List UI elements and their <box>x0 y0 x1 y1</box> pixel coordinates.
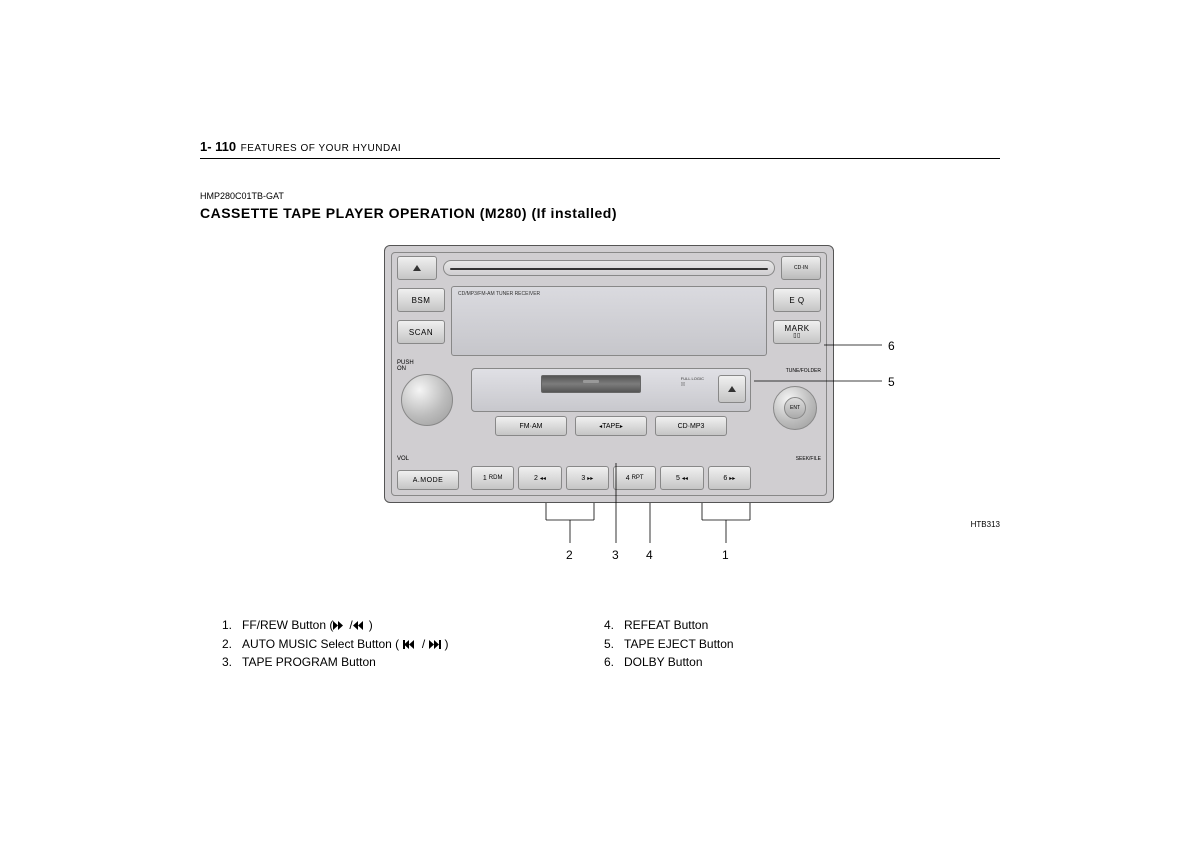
display-label: CD/MP3/FM-AM TUNER RECEIVER <box>458 291 540 297</box>
cd-mp3-button: CD·MP3 <box>655 416 727 436</box>
eject-icon <box>413 265 421 271</box>
legend-item-3: 3. TAPE PROGRAM Button <box>218 653 449 672</box>
preset-row: 1 RDM 2 ◂◂ 3 ▸▸ 4 RPT 5 ◂◂ 6 ▸▸ <box>471 466 751 490</box>
legend-item-1: 1. FF/REW Button (/) <box>218 616 449 635</box>
preset-6: 6 ▸▸ <box>708 466 751 490</box>
cassette-door <box>541 375 641 393</box>
ff-icon <box>333 618 349 632</box>
cd-slot <box>443 260 775 276</box>
next-track-icon <box>429 637 445 651</box>
page-number: 1- 110 <box>200 139 236 154</box>
seek-label: SEEK/FILE <box>796 456 821 462</box>
vol-label: VOL <box>397 456 409 462</box>
preset-2: 2 ◂◂ <box>518 466 561 490</box>
eq-button: E Q <box>773 288 821 312</box>
source-row: FM·AM ◂TAPE▸ CD·MP3 <box>471 416 751 440</box>
callout-2: 2 <box>566 548 573 562</box>
preset-3: 3 ▸▸ <box>566 466 609 490</box>
prev-track-icon <box>403 637 419 651</box>
callout-6: 6 <box>888 339 895 353</box>
callout-3: 3 <box>612 548 619 562</box>
tape-button: ◂TAPE▸ <box>575 416 647 436</box>
legend-left: 1. FF/REW Button (/) 2. AUTO MUSIC Selec… <box>218 616 449 672</box>
cassette-deck: FULL LOGIC▯▯ <box>471 368 751 412</box>
page-header: 1- 110 FEATURES OF YOUR HYUNDAI <box>200 138 1000 159</box>
mark-button: MARK ▯▯ <box>773 320 821 344</box>
volume-knob <box>401 374 453 426</box>
eject-icon <box>728 386 736 392</box>
amode-button: A.MODE <box>397 470 459 490</box>
legend-item-2: 2. AUTO MUSIC Select Button ( / ) <box>218 635 449 654</box>
section-name: FEATURES OF YOUR HYUNDAI <box>241 143 402 154</box>
rew-icon <box>353 618 369 632</box>
preset-1: 1 RDM <box>471 466 514 490</box>
cassette-tab <box>583 380 599 383</box>
callout-1: 1 <box>722 548 729 562</box>
cd-eject-button <box>397 256 437 280</box>
mark-label: MARK <box>784 325 809 333</box>
tape-eject-button <box>718 375 746 403</box>
stereo-diagram: CD·IN BSM SCAN E Q MARK ▯▯ CD/MP3/FM-AM … <box>384 245 834 503</box>
push-on-label: PUSH ON <box>397 360 414 372</box>
doc-title: CASSETTE TAPE PLAYER OPERATION (M280) (I… <box>200 205 617 221</box>
scan-button: SCAN <box>397 320 445 344</box>
bsm-button: BSM <box>397 288 445 312</box>
preset-4: 4 RPT <box>613 466 656 490</box>
legend-item-6: 6. DOLBY Button <box>600 653 734 672</box>
tune-label: TUNE/FOLDER <box>786 368 821 374</box>
cd-slit <box>450 268 768 270</box>
dolby-icon: ▯▯ <box>793 333 801 339</box>
cd-in-label: CD·IN <box>781 256 821 280</box>
cd-row: CD·IN <box>397 256 821 282</box>
lcd-display: CD/MP3/FM-AM TUNER RECEIVER <box>451 286 767 356</box>
ent-button: ENT <box>784 397 806 419</box>
doc-code: HMP280C01TB-GAT <box>200 191 284 201</box>
legend-right: 4. REFEAT Button 5. TAPE EJECT Button 6.… <box>600 616 734 672</box>
figure-code: HTB313 <box>971 520 1000 529</box>
full-logic-label: FULL LOGIC▯▯ <box>681 377 704 387</box>
display-section: BSM SCAN E Q MARK ▯▯ CD/MP3/FM-AM TUNER … <box>397 286 821 356</box>
callout-4: 4 <box>646 548 653 562</box>
preset-5: 5 ◂◂ <box>660 466 703 490</box>
lower-section: PUSH ON VOL A.MODE TUNE/FOLDER ENT SEEK/… <box>397 364 821 490</box>
fm-am-button: FM·AM <box>495 416 567 436</box>
callout-5: 5 <box>888 375 895 389</box>
tune-knob: ENT <box>773 386 817 430</box>
legend-item-5: 5. TAPE EJECT Button <box>600 635 734 654</box>
legend-item-4: 4. REFEAT Button <box>600 616 734 635</box>
